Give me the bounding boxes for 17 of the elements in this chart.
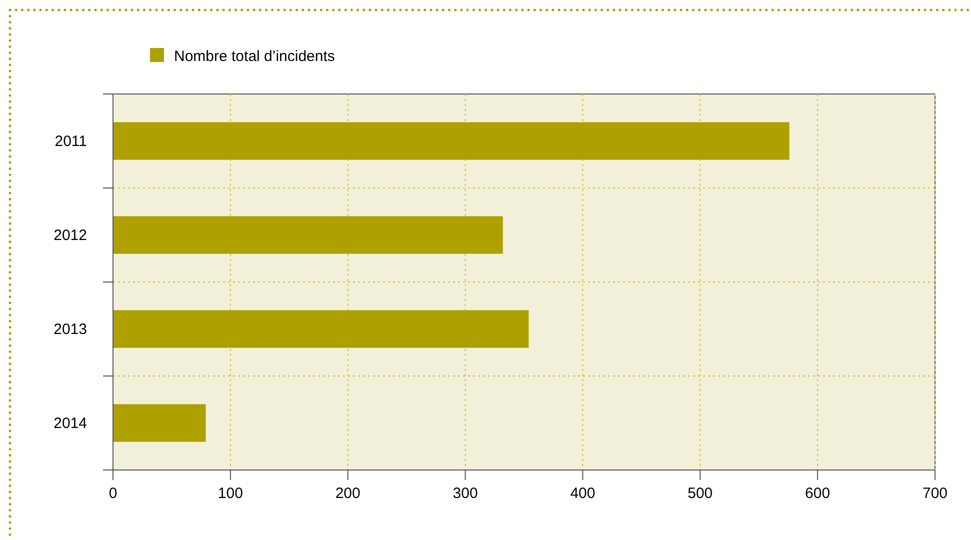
y-tick-label: 2014 [54,415,87,432]
x-tick-label: 400 [570,485,596,502]
y-tick-label: 2012 [54,227,87,244]
x-tick-label: 300 [452,485,478,502]
bar [113,216,503,254]
bar [113,122,790,160]
x-tick-label: 200 [335,485,360,502]
x-tick-label: 0 [108,485,118,502]
x-tick-label: 600 [805,485,830,502]
y-tick-label: 2013 [54,321,87,338]
y-tick-label: 2011 [54,133,87,150]
x-tick-label: 500 [688,485,713,502]
legend-label: Nombre total d’incidents [174,48,335,65]
x-tick-label: 100 [218,485,243,502]
bar [113,310,529,348]
bar [113,404,206,442]
x-tick-label: 700 [922,485,948,502]
